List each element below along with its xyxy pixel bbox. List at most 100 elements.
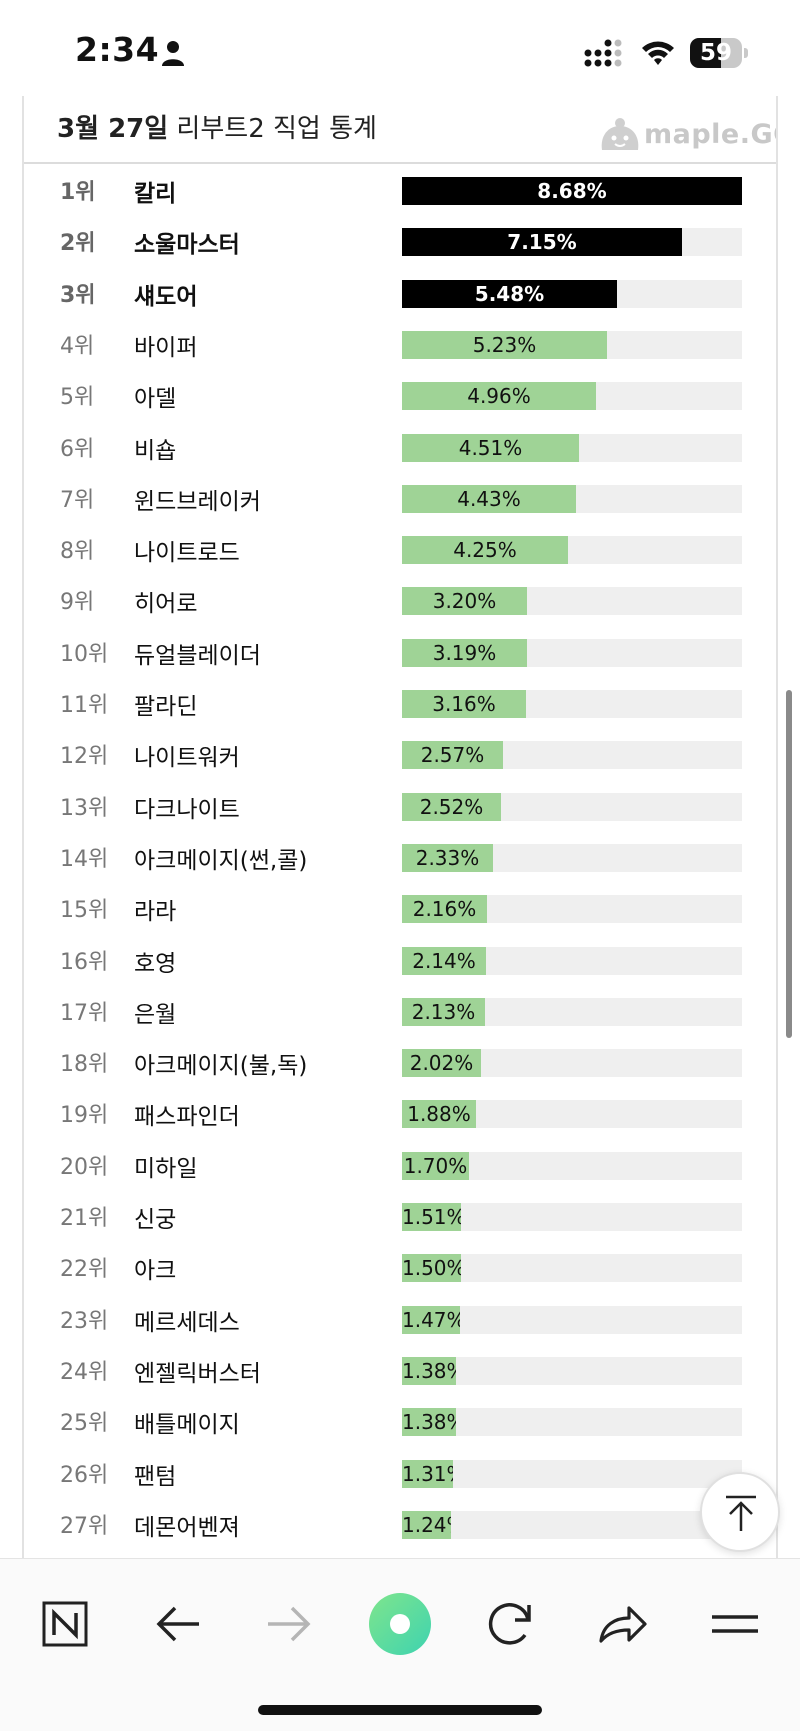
percent-bar xyxy=(402,638,527,667)
percent-label: 2.13% xyxy=(411,999,476,1024)
rank-label: 8위 xyxy=(60,539,95,565)
scrollbar[interactable] xyxy=(786,690,792,1038)
title-text: 리부트2 직업 통계 xyxy=(168,114,377,144)
share-button[interactable] xyxy=(587,1589,657,1659)
stat-row: 20위 미하일 1.70% xyxy=(24,1141,776,1192)
rank-label: 11위 xyxy=(60,693,109,718)
stat-row: 27위 데몬어벤져 1.24% xyxy=(24,1500,776,1551)
job-name: 윈드브레이커 xyxy=(134,488,261,515)
percent-label: 8.68% xyxy=(537,179,607,203)
percent-bar xyxy=(402,330,607,359)
percent-bar xyxy=(402,1305,460,1334)
forward-button[interactable] xyxy=(254,1589,324,1659)
job-name: 아크 xyxy=(134,1258,177,1285)
rank-label: 17위 xyxy=(60,1000,109,1026)
percent-bar-track: 8.68% xyxy=(402,177,742,205)
percent-bar-track: 1.24% xyxy=(402,1510,742,1539)
job-name: 나이트로드 xyxy=(134,540,240,567)
rank-label: 3위 xyxy=(60,282,96,308)
stat-row: 11위 팔라딘 3.16% xyxy=(24,679,776,730)
menu-button[interactable] xyxy=(700,1589,770,1659)
green-dot-button[interactable] xyxy=(365,1589,435,1659)
rank-label: 13위 xyxy=(60,795,109,821)
stat-row: 16위 호영 2.14% xyxy=(24,936,776,987)
percent-bar xyxy=(402,228,682,257)
rank-label: 4위 xyxy=(60,333,95,359)
percent-label: 5.48% xyxy=(474,281,545,306)
stat-row: 19위 패스파인더 1.88% xyxy=(24,1089,776,1140)
menu-icon xyxy=(712,1615,758,1633)
percent-bar-track: 7.15% xyxy=(402,228,742,257)
percent-bar xyxy=(402,946,486,975)
job-name: 아델 xyxy=(134,386,177,413)
stat-row: 7위 윈드브레이커 4.43% xyxy=(24,474,776,525)
job-name: 데몬어벤져 xyxy=(134,1514,240,1541)
back-button[interactable] xyxy=(143,1589,213,1659)
rank-label: 10위 xyxy=(60,641,109,667)
stat-row: 15위 라라 2.16% xyxy=(24,884,776,935)
status-bar: 2:34 59 xyxy=(0,0,800,96)
percent-bar-track: 1.38% xyxy=(402,1356,742,1385)
percent-bar-track: 1.31% xyxy=(402,1459,742,1488)
percent-label: 4.25% xyxy=(453,538,517,563)
percent-label: 1.38% xyxy=(402,1358,456,1383)
percent-bar-track: 1.47% xyxy=(402,1305,742,1334)
job-name: 라라 xyxy=(134,899,177,926)
reload-button[interactable] xyxy=(475,1589,545,1659)
rank-label: 27위 xyxy=(60,1513,109,1539)
job-name: 듀얼블레이더 xyxy=(134,642,261,669)
battery-level-text: 59 xyxy=(699,40,732,66)
stat-row: 2위 소울마스터 7.15% xyxy=(24,217,776,268)
percent-bar xyxy=(402,587,527,616)
rank-label: 14위 xyxy=(60,846,109,872)
rank-label: 16위 xyxy=(60,949,109,975)
percent-label: 1.24% xyxy=(402,1512,451,1537)
rank-label: 2위 xyxy=(60,231,96,257)
percent-bar xyxy=(402,279,617,308)
forward-icon xyxy=(268,1606,311,1642)
percent-label: 3.19% xyxy=(432,640,497,665)
percent-bar-track: 2.02% xyxy=(402,1049,742,1078)
percent-label: 1.70% xyxy=(403,1153,468,1178)
percent-label: 3.20% xyxy=(432,589,497,614)
percent-bar xyxy=(402,1203,461,1231)
percent-bar xyxy=(402,843,493,872)
percent-label: 1.51% xyxy=(402,1205,461,1229)
stat-row: 21위 신궁 1.51% xyxy=(24,1192,776,1243)
rank-label: 18위 xyxy=(60,1052,109,1078)
percent-bar xyxy=(402,1254,461,1283)
percent-bar xyxy=(402,536,568,565)
job-name: 바이퍼 xyxy=(134,334,198,361)
job-name: 미하일 xyxy=(134,1155,198,1182)
percent-bar-track: 4.43% xyxy=(402,484,742,513)
percent-bar xyxy=(402,382,596,411)
stat-row: 24위 엔젤릭버스터 1.38% xyxy=(24,1346,776,1397)
percent-bar xyxy=(402,1356,456,1385)
percent-bar-track: 2.16% xyxy=(402,895,742,924)
job-name: 섀도어 xyxy=(134,283,198,310)
stat-row: 10위 듀얼블레이더 3.19% xyxy=(24,628,776,679)
percent-label: 1.47% xyxy=(402,1307,460,1332)
stat-row: 18위 아크메이지(불,독) 2.02% xyxy=(24,1038,776,1089)
naver-home-button[interactable] xyxy=(30,1589,100,1659)
percent-bar xyxy=(402,1459,453,1488)
scroll-to-top-button[interactable] xyxy=(700,1472,780,1552)
stat-row: 9위 히어로 3.20% xyxy=(24,576,776,627)
percent-bar-track: 2.52% xyxy=(402,792,742,821)
stat-row: 8위 나이트로드 4.25% xyxy=(24,525,776,576)
percent-bar xyxy=(402,1408,456,1437)
rank-label: 21위 xyxy=(60,1206,109,1231)
percent-label: 2.14% xyxy=(412,948,476,973)
rank-label: 5위 xyxy=(60,385,95,411)
arrow-up-icon xyxy=(726,1495,756,1531)
card-header: 3월 27일 리부트2 직업 통계 maple.GG xyxy=(24,96,776,164)
stat-row: 1위 칼리 8.68% xyxy=(24,166,776,217)
job-name: 배틀메이지 xyxy=(134,1412,240,1439)
job-name: 칼리 xyxy=(134,181,177,207)
percent-label: 2.16% xyxy=(412,897,477,922)
percent-bar-track: 2.13% xyxy=(402,997,742,1026)
rank-label: 1위 xyxy=(60,180,96,205)
page-title: 3월 27일 리부트2 직업 통계 xyxy=(57,108,377,145)
percent-bar xyxy=(402,484,576,513)
stat-row: 25위 배틀메이지 1.38% xyxy=(24,1397,776,1448)
